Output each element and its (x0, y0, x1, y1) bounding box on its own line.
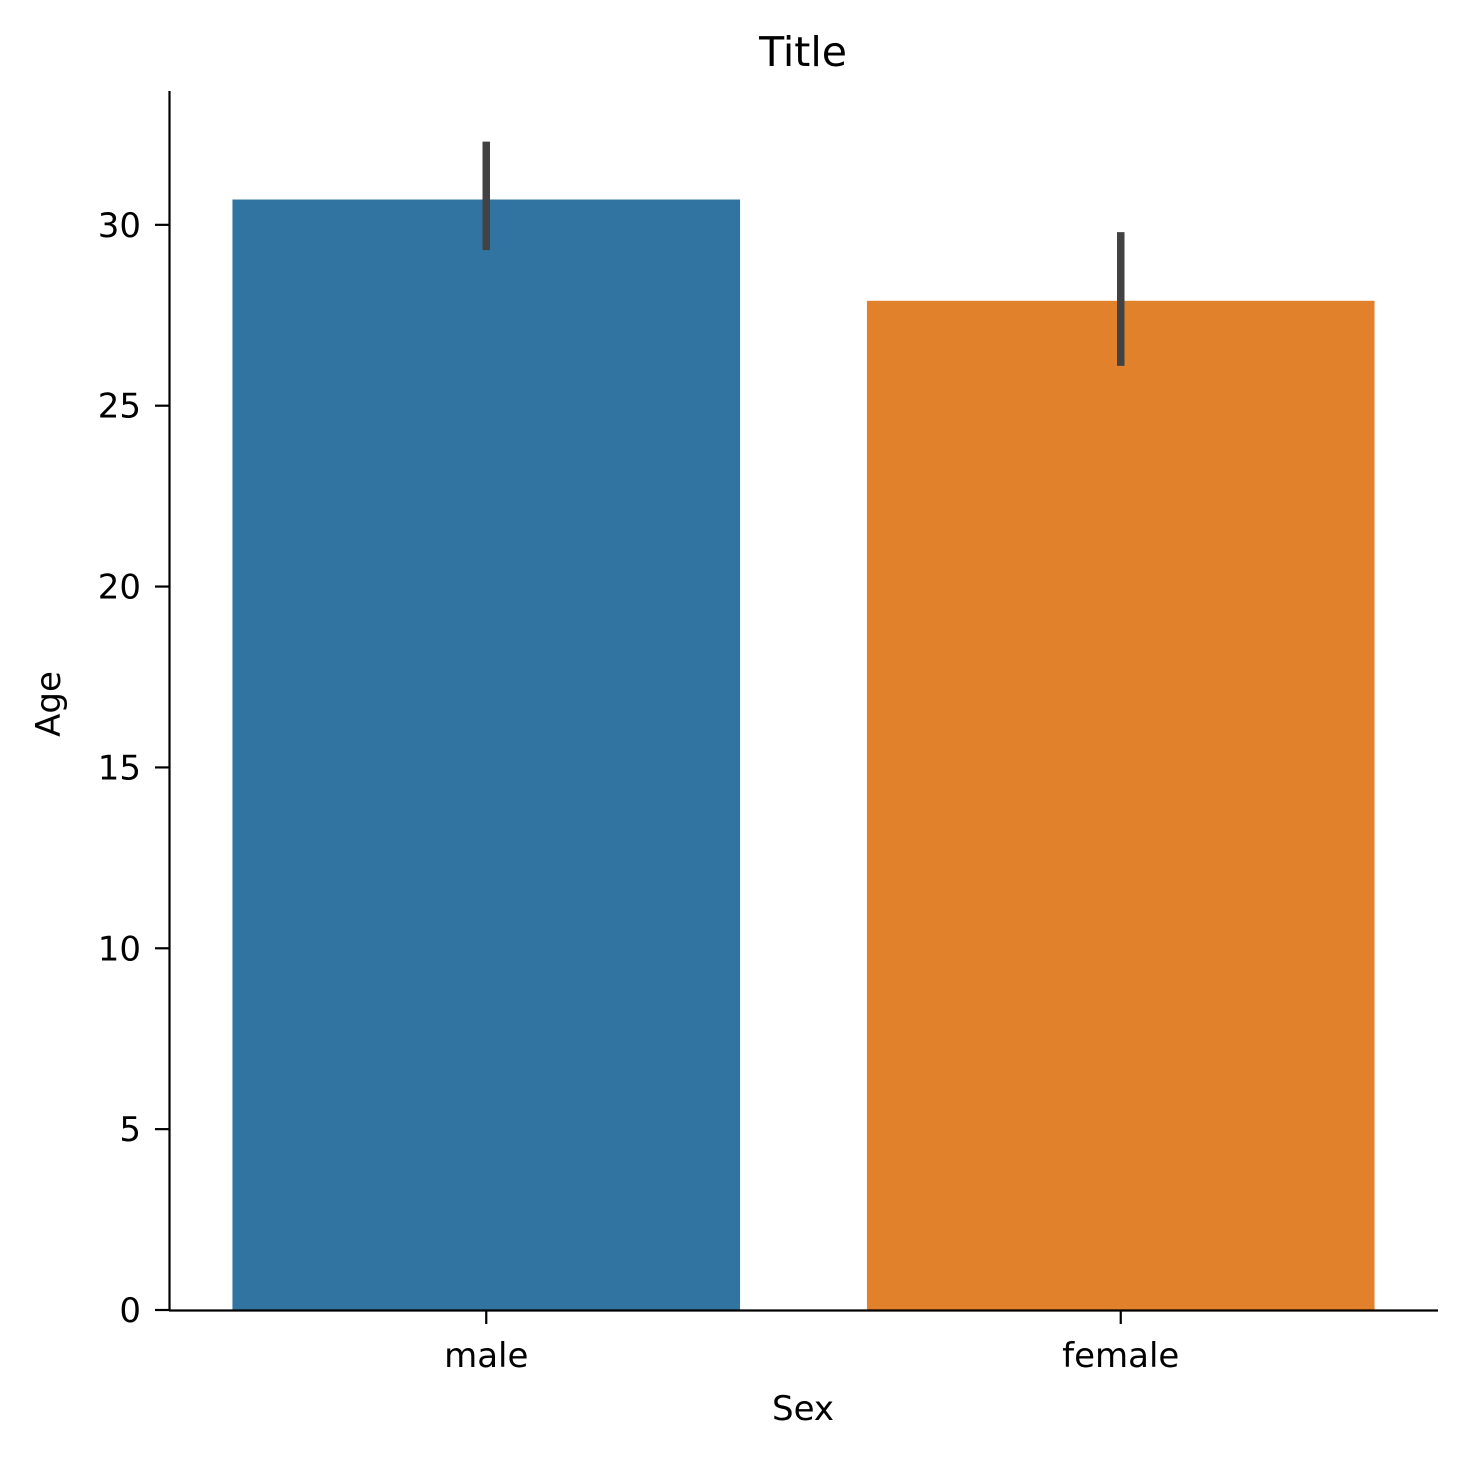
x-tick-label-male: male (444, 1336, 528, 1376)
x-axis-label: Sex (772, 1389, 834, 1429)
bar-female (866, 300, 1375, 1310)
y-tick-label-15: 15 (98, 748, 141, 788)
y-tick-label-20: 20 (98, 568, 141, 608)
x-tick-label-female: female (1062, 1336, 1179, 1376)
bar-male (232, 199, 741, 1310)
chart-title: Title (758, 28, 847, 76)
y-axis-label: Age (29, 671, 69, 737)
y-tick-label-0: 0 (119, 1291, 141, 1331)
error-bars-group (482, 141, 1125, 366)
y-tick-label-10: 10 (98, 929, 141, 969)
bars-group (232, 199, 1375, 1310)
y-ticks-group: 0 5 10 15 20 25 30 (98, 206, 169, 1331)
y-tick-label-5: 5 (119, 1110, 141, 1150)
y-tick-label-30: 30 (98, 206, 141, 246)
x-ticks-group: male female (444, 1310, 1179, 1376)
y-tick-label-25: 25 (98, 387, 141, 427)
